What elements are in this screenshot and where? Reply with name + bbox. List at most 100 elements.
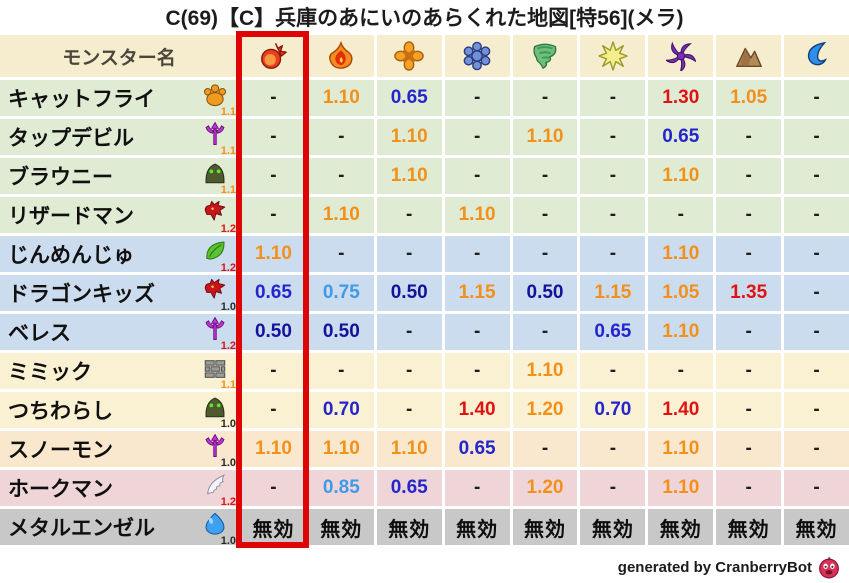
monster-multiplier: 1.2 [220,223,236,235]
resistance-cell: 0.85 [308,470,374,506]
element-header-cell [308,35,374,77]
resistance-cell: - [784,470,849,506]
element-header-cell [580,35,646,77]
resistance-cell: 1.10 [648,431,714,467]
resistance-cell: - [376,236,442,272]
resistance-cell: - [784,80,849,116]
monster-row-name: ベレス 1.2 [0,314,238,352]
resistance-cell: - [376,197,442,233]
resistance-cell: - [444,470,510,506]
monster-name-header: モンスター名 [0,35,238,77]
monster-name: ブラウニー [8,166,113,189]
resistance-cell: - [580,431,646,467]
monster-row-name: ブラウニー 1.1 [0,158,238,196]
element-header-cell [512,35,578,77]
monster-row-name: キャットフライ 1.1 [0,80,238,118]
resistance-cell: - [648,353,714,389]
monster-multiplier: 1.1 [220,145,236,157]
resistance-cell: - [512,314,578,350]
resistance-cell: 0.65 [376,470,442,506]
monster-row-name: じんめんじゅ 1.2 [0,236,238,274]
resistance-cell: - [376,314,442,350]
resistance-cell: - [444,314,510,350]
monster-name: じんめんじゅ [8,244,134,267]
resistance-cell: - [716,158,782,194]
resistance-cell: 1.30 [648,80,714,116]
resistance-cell: 1.15 [444,275,510,311]
resistance-cell: - [580,119,646,155]
monster-name: メタルエンゼル [8,517,155,540]
resistance-cell: 1.10 [648,236,714,272]
resistance-cell: 無効 [580,509,646,545]
resistance-cell: 1.10 [648,314,714,350]
resistance-cell: - [784,119,849,155]
dein-light-icon [598,41,628,71]
resistance-cell: 1.10 [512,119,578,155]
monster-name: キャットフライ [8,88,155,111]
resistance-cell: - [241,80,306,116]
resistance-cell: - [784,197,849,233]
credit-text: generated by CranberryBot [617,558,812,576]
resistance-cell: 0.65 [580,314,646,350]
resistance-cell: 0.65 [376,80,442,116]
monster-multiplier: 1.1 [220,106,236,118]
monster-multiplier: 1.1 [220,184,236,196]
monster-multiplier: 1.0 [220,418,236,430]
resistance-cell: - [716,236,782,272]
resistance-cell: - [308,236,374,272]
resistance-cell: - [444,119,510,155]
monster-row-name: ホークマン 1.2 [0,470,238,508]
resistance-cell: - [580,470,646,506]
monster-row-name: タップデビル 1.1 [0,119,238,157]
resistance-cell: - [580,80,646,116]
resistance-cell: - [512,80,578,116]
page-title: C(69)【C】兵庫のあにいのあらくれた地図[特56](メラ) [165,7,684,30]
element-header-cell [376,35,442,77]
resistance-cell: 無効 [716,509,782,545]
resistance-cell: 1.20 [512,392,578,428]
resistance-cell: - [716,353,782,389]
resistance-cell: - [512,158,578,194]
resistance-cell: 無効 [512,509,578,545]
resistance-cell: - [241,470,306,506]
resistance-cell: 1.15 [580,275,646,311]
resistance-cell: - [444,236,510,272]
gira-flame-icon [326,41,356,71]
resistance-cell: 0.65 [241,275,306,311]
resistance-cell: 1.10 [376,158,442,194]
resistance-cell: 無効 [444,509,510,545]
monster-multiplier: 1.0 [220,457,236,469]
element-header-cell [716,35,782,77]
monster-row-name: ドラゴンキッズ 1.0 [0,275,238,313]
resistance-cell: 1.40 [648,392,714,428]
monster-multiplier: 1.2 [220,262,236,274]
resistance-cell: 無効 [308,509,374,545]
element-header-cell [648,35,714,77]
mera-fireball-icon [258,41,288,71]
resistance-cell: - [784,236,849,272]
resistance-cell: - [716,470,782,506]
resistance-cell: - [308,158,374,194]
resistance-cell: - [308,119,374,155]
resistance-cell: - [784,431,849,467]
resistance-cell: - [512,197,578,233]
resistance-cell: - [716,392,782,428]
footer-credit: generated by CranberryBot [618,555,841,579]
resistance-cell: 1.10 [648,470,714,506]
resistance-cell: - [648,197,714,233]
resistance-cell: 0.50 [308,314,374,350]
monster-multiplier: 1.1 [220,379,236,391]
resistance-cell: 1.10 [376,119,442,155]
resistance-cell: - [241,197,306,233]
resistance-cell: 1.05 [648,275,714,311]
resistance-cell: 1.40 [444,392,510,428]
resistance-cell: - [580,197,646,233]
resistance-cell: 1.10 [241,236,306,272]
resistance-cell: 1.10 [308,431,374,467]
resistance-cell: 1.35 [716,275,782,311]
resistance-cell: 0.50 [376,275,442,311]
element-header-cell [784,35,849,77]
resistance-cell: - [241,158,306,194]
resistance-cell: - [308,353,374,389]
resistance-cell: 1.10 [512,353,578,389]
